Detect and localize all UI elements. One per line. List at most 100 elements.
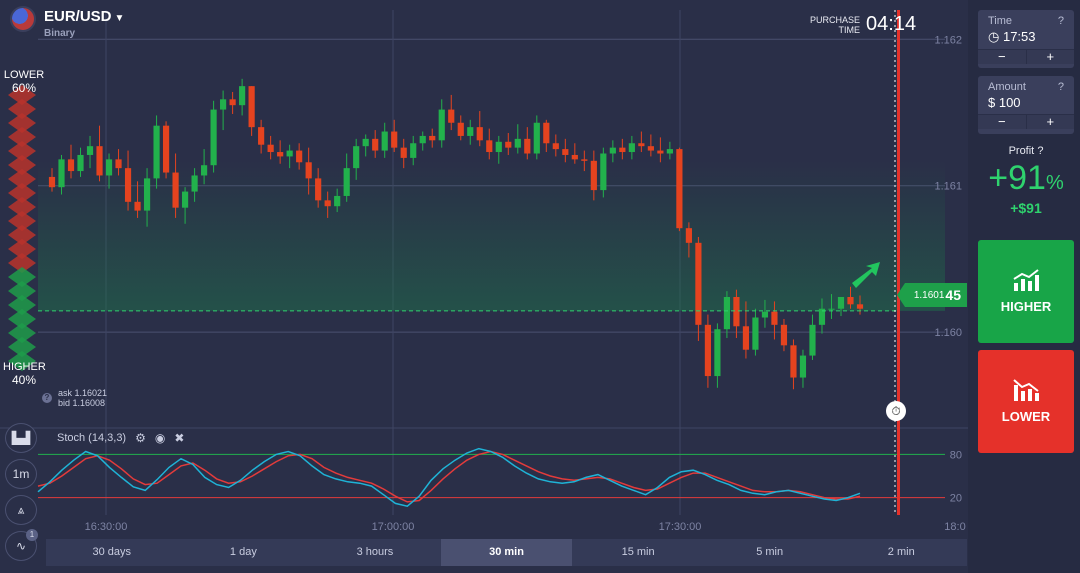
candle-body bbox=[714, 329, 721, 377]
eye-icon[interactable]: ◉ bbox=[154, 431, 166, 445]
timeframe-30-days[interactable]: 30 days bbox=[92, 546, 132, 558]
candles-icon: ▙▟ bbox=[11, 431, 31, 445]
timeframe-bar: 30 days 1 day 3 hours 30 min 15 min 5 min 2 mi… bbox=[46, 539, 967, 566]
indicators-button[interactable]: ∿ 1 bbox=[5, 529, 38, 561]
candle-body bbox=[761, 311, 769, 318]
asset-type: Binary bbox=[44, 28, 76, 39]
candle-body bbox=[448, 109, 455, 123]
candle-body bbox=[353, 146, 360, 169]
candle-body bbox=[552, 143, 559, 150]
help-icon[interactable]: ? bbox=[1057, 81, 1064, 93]
sentiment-lower: LOWER 60% bbox=[3, 69, 45, 95]
higher-button[interactable]: HIGHER bbox=[978, 240, 1074, 343]
purchase-time-value: 04:14 bbox=[866, 13, 917, 35]
chart-axes: 1.162 1.161 1.160 16:30:00 17:00:00 17:30:00 1… bbox=[85, 34, 966, 533]
candle-body bbox=[828, 308, 835, 310]
sentiment-higher-pct: 40% bbox=[11, 373, 37, 387]
candle-body bbox=[638, 143, 645, 147]
sentiment-marker bbox=[8, 351, 36, 371]
time-tick-label: 18:0 bbox=[944, 521, 965, 533]
candle-body bbox=[248, 86, 255, 128]
candle-body bbox=[296, 150, 303, 163]
candle-body bbox=[476, 127, 483, 141]
candle-body bbox=[191, 175, 198, 192]
stopwatch-icon[interactable]: ⏱ bbox=[886, 401, 906, 421]
sentiment-marker bbox=[8, 99, 36, 119]
sentiment-marker bbox=[8, 309, 36, 329]
candle-body bbox=[666, 149, 673, 154]
candle-body bbox=[362, 138, 369, 147]
candle-body bbox=[96, 146, 103, 176]
candle-body bbox=[343, 168, 350, 196]
profit-percent: +91% bbox=[988, 159, 1064, 197]
candle-body bbox=[818, 308, 826, 325]
timeframe-15-min[interactable]: 15 min bbox=[621, 546, 655, 558]
time-tick-label: 17:00:00 bbox=[372, 521, 415, 533]
sentiment-marker bbox=[8, 239, 36, 259]
timeframe-1-day[interactable]: 1 day bbox=[229, 546, 257, 558]
time-tick-label: 17:30:00 bbox=[659, 521, 702, 533]
candle-body bbox=[239, 86, 246, 106]
profit-panel: Profit ? +91% +$91 bbox=[978, 145, 1074, 216]
candle-body bbox=[486, 140, 493, 153]
help-icon[interactable]: ? bbox=[1057, 15, 1064, 27]
candle-body bbox=[58, 159, 65, 188]
lower-button[interactable]: LOWER bbox=[978, 350, 1074, 453]
candle-body bbox=[277, 152, 284, 157]
sentiment-lower-pct: 60% bbox=[11, 81, 37, 95]
plot-area-lower bbox=[38, 310, 945, 320]
candle-body bbox=[856, 304, 864, 309]
price-zone bbox=[38, 160, 945, 311]
drawing-tools-button[interactable]: ⩓ bbox=[5, 495, 37, 525]
amount-value[interactable]: $ 100 bbox=[988, 95, 1021, 110]
purchase-time: PURCHASE TIME 04:14 bbox=[810, 13, 916, 36]
candle-body bbox=[609, 147, 616, 154]
candle-body bbox=[334, 195, 341, 207]
time-panel: Time? ◷ 17:53 − + bbox=[978, 10, 1074, 68]
candle-body bbox=[181, 191, 189, 208]
asset-selector[interactable]: EUR/USD ▼ Binary bbox=[10, 6, 124, 39]
sentiment-marker bbox=[8, 141, 36, 161]
candle-body bbox=[467, 127, 474, 136]
chevron-down-icon[interactable]: ▼ bbox=[114, 13, 125, 24]
sentiment-higher: HIGHER 40% bbox=[3, 361, 46, 387]
candle-body bbox=[229, 99, 236, 106]
candle-body bbox=[562, 149, 569, 155]
time-plus-button[interactable]: + bbox=[1025, 50, 1074, 64]
candle-body bbox=[86, 146, 94, 155]
price-tick-label: 1.161 bbox=[934, 181, 962, 193]
timeframe-3-hours[interactable]: 3 hours bbox=[356, 546, 394, 558]
close-icon[interactable]: ✖ bbox=[174, 431, 185, 445]
time-minus-button[interactable]: − bbox=[978, 50, 1026, 64]
current-price-prefix: 1.1601 bbox=[913, 289, 945, 301]
sentiment-marker bbox=[8, 113, 36, 133]
timeframe-2-min[interactable]: 2 min bbox=[887, 546, 915, 558]
interval-button[interactable]: 1m bbox=[5, 459, 37, 489]
sentiment-marker bbox=[8, 169, 36, 189]
time-value-field[interactable]: ◷ 17:53 bbox=[978, 27, 1074, 49]
settings-gear-icon[interactable]: ⚙ bbox=[135, 431, 146, 445]
stoch-indicator-header: Stoch (14,3,3) ⚙ ◉ ✖ bbox=[57, 431, 184, 445]
sentiment-marker bbox=[8, 337, 36, 357]
timeframe-30-min[interactable]: 30 min bbox=[440, 539, 573, 566]
timeframe-5-min[interactable]: 5 min bbox=[756, 546, 784, 558]
amount-minus-button[interactable]: − bbox=[978, 115, 1026, 129]
candle-body bbox=[324, 200, 331, 207]
question-icon[interactable]: ? bbox=[42, 393, 52, 403]
candle-body bbox=[628, 143, 635, 153]
help-icon[interactable]: ? bbox=[1037, 145, 1044, 157]
candle-body bbox=[410, 143, 417, 158]
lower-label: LOWER bbox=[1001, 409, 1051, 424]
candle-body bbox=[67, 159, 75, 172]
candle-body bbox=[258, 127, 265, 145]
candle-body bbox=[134, 201, 141, 211]
arrow-up-icon bbox=[852, 262, 880, 288]
expiration-line bbox=[897, 10, 900, 515]
candle-body bbox=[286, 150, 293, 157]
stoch-label: Stoch (14,3,3) bbox=[57, 432, 127, 444]
chart-type-button[interactable]: ▙▟ bbox=[5, 423, 37, 453]
candle-body bbox=[514, 138, 521, 148]
amount-plus-button[interactable]: + bbox=[1025, 115, 1074, 129]
indicator-count-badge: 1 bbox=[26, 529, 38, 541]
sentiment-marker bbox=[8, 197, 36, 217]
